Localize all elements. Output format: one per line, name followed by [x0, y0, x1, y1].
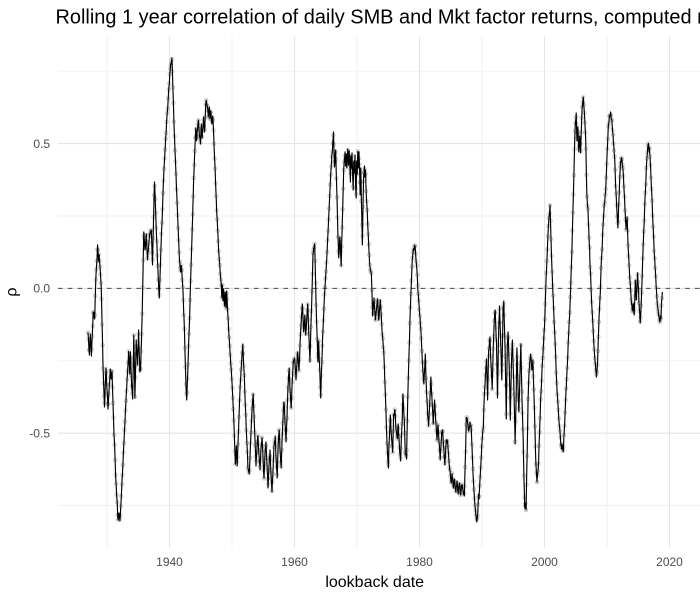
svg-text:-0.5: -0.5 [29, 426, 50, 440]
svg-text:0.5: 0.5 [33, 137, 50, 151]
svg-text:1960: 1960 [281, 555, 308, 569]
svg-text:ρ: ρ [4, 287, 21, 296]
svg-text:1980: 1980 [406, 555, 433, 569]
svg-text:2020: 2020 [656, 555, 683, 569]
svg-text:Rolling 1 year correlation of: Rolling 1 year correlation of daily SMB … [56, 7, 700, 29]
svg-text:0.0: 0.0 [33, 282, 50, 296]
svg-text:lookback date: lookback date [325, 574, 424, 591]
svg-text:1940: 1940 [156, 555, 183, 569]
svg-text:2000: 2000 [531, 555, 558, 569]
